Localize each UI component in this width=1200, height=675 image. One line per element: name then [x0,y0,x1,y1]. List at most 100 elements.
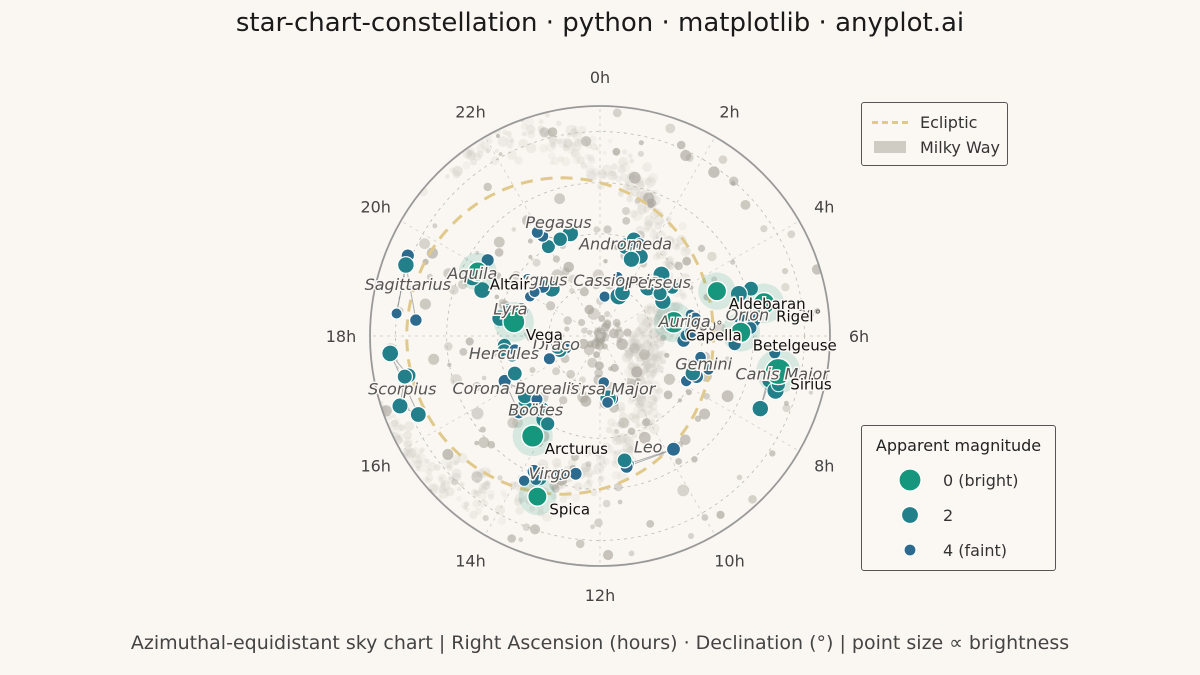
background-star [708,166,720,178]
milky-way-dot [645,364,655,374]
milky-way-dot [565,124,577,136]
background-star [442,448,454,460]
constellation-label: Corona Borealis [453,379,580,398]
milky-way-dot [481,482,490,490]
milky-way-dot [642,404,653,416]
milky-way-dot [416,453,426,463]
chart-caption: Azimuthal-equidistant sky chart | Right … [130,632,1070,654]
milky-way-dot [464,501,470,507]
background-star [471,407,484,420]
milky-way-dot [481,481,491,490]
constellation-star [530,392,544,407]
milky-way-dot [627,397,635,405]
milky-way-dot [627,153,633,159]
background-star [674,261,683,271]
constellation-star [390,307,403,320]
milky-way-dot [439,480,451,491]
background-star [622,217,631,225]
milky-way-dot [646,373,655,382]
milky-way-dot [427,483,439,494]
milky-way-dot [567,147,575,155]
constellation-star [622,250,641,269]
background-star [498,152,503,157]
ra-tick-label: 18h [326,327,357,346]
constellation-star [396,368,413,385]
milky-way-dot [515,506,524,515]
milky-way-dot [398,424,406,432]
milky-way-dot [596,452,606,461]
background-star [675,458,682,465]
milky-way-dot [640,335,645,340]
legend-marker-bright [898,468,922,492]
milky-way-dot [556,138,563,144]
ecliptic-swatch [872,120,908,124]
milky-way-dot [625,346,635,356]
milky-way-dot [653,414,658,419]
constellation-star [521,272,534,286]
milky-way-dot [643,363,650,370]
milky-way-dot [644,368,650,374]
legend-ecliptic: Ecliptic [862,110,977,134]
background-star [703,393,710,400]
milky-way-dot [456,486,462,492]
star-label: Aldebaran [729,295,806,313]
milky-way-dot [637,395,647,406]
milky-way-dot [576,138,582,144]
milky-way-dot [562,138,573,149]
background-star [635,378,641,384]
background-star [451,478,458,486]
milky-way-dot [662,260,670,268]
milky-way-dot [419,450,424,455]
milky-way-dot [615,434,626,446]
milky-way-dot [644,227,651,233]
milky-way-dot [614,451,620,457]
milky-way-dot [636,353,645,362]
background-star [677,484,690,497]
milky-way-dot [634,351,645,362]
milky-way-dot [621,352,632,363]
background-star [740,200,751,210]
background-star [676,140,686,150]
milky-way-dot [592,444,604,455]
milky-way-dot [642,205,651,214]
constellation-star [597,376,611,389]
milky-way-dot [663,235,675,247]
named-star [467,261,489,283]
background-star [721,390,734,403]
milky-way-dot [647,337,656,347]
milky-way-dot [629,392,639,402]
milky-way-dot [441,457,452,469]
milky-way-dot [649,380,660,391]
milky-way-dot [548,136,558,146]
constellation-star [652,285,668,302]
milky-way-dot [445,487,455,497]
star-label: Vega [526,326,563,344]
milky-way-dot [605,426,613,434]
milky-way-dot [635,392,646,403]
constellation-star [729,284,749,303]
milky-way-dot [569,128,579,138]
background-star [622,207,630,215]
background-star [539,127,550,138]
background-star [614,429,619,434]
milky-way-dot [632,331,640,339]
milky-way-dot [629,158,635,164]
milky-way-dot [635,387,643,395]
milky-way-dot [403,430,412,440]
milky-way-dot [675,243,680,247]
constellation-star [529,473,543,487]
milky-way-dot [651,354,658,362]
milky-way-dot [487,489,495,498]
background-star [618,417,629,429]
background-star [528,254,533,260]
milky-way-dot [654,311,660,317]
star-label: Capella [686,326,742,344]
star-label: Betelgeuse [753,336,837,354]
milky-way-dot [476,150,484,158]
constellation-line [405,264,417,321]
background-star [579,376,586,384]
milky-way-dot [636,422,641,427]
milky-way-dot [446,464,453,471]
constellation-star [473,281,492,300]
